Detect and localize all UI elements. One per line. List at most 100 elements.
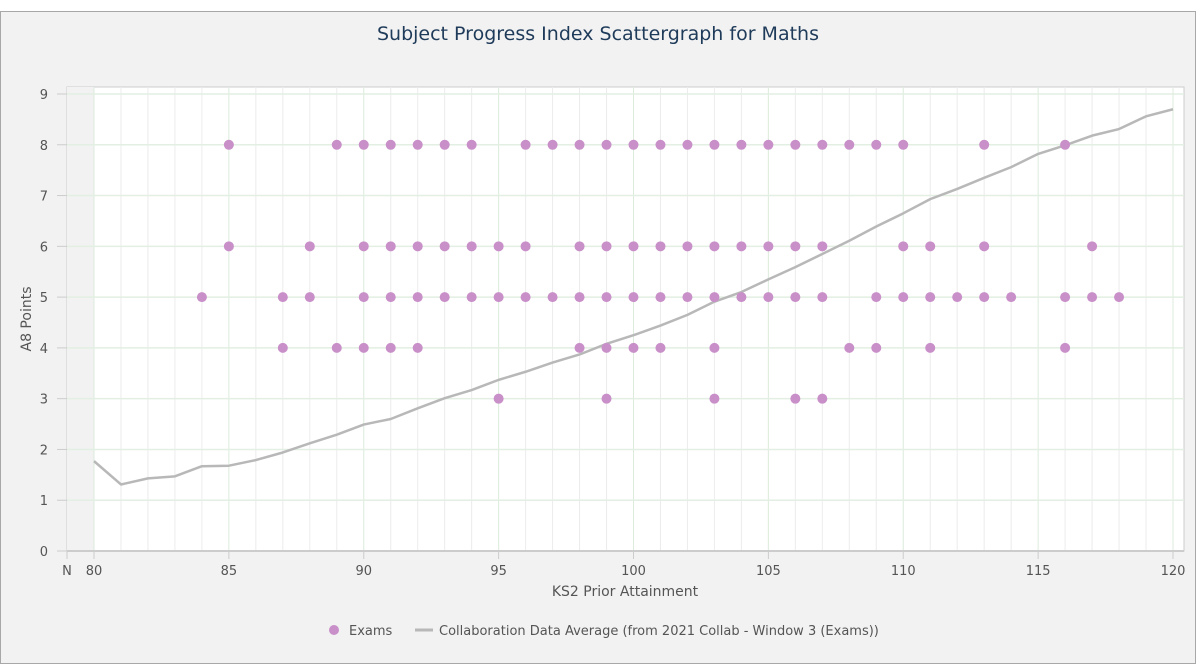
exams-scatter-series[interactable] [196,139,1125,404]
data-point[interactable] [223,241,234,252]
data-point[interactable] [709,292,720,303]
data-point[interactable] [1060,292,1071,303]
data-point[interactable] [466,241,477,252]
legend-item-average[interactable]: Collaboration Data Average (from 2021 Co… [415,624,879,639]
data-point[interactable] [358,292,369,303]
data-point[interactable] [763,292,774,303]
data-point[interactable] [358,241,369,252]
data-point[interactable] [817,292,828,303]
data-point[interactable] [385,292,396,303]
data-point[interactable] [871,139,882,150]
data-point[interactable] [682,292,693,303]
data-point[interactable] [1087,292,1098,303]
data-point[interactable] [1006,292,1017,303]
data-point[interactable] [520,292,531,303]
data-point[interactable] [1060,342,1071,353]
data-point[interactable] [817,241,828,252]
data-point[interactable] [412,292,423,303]
data-point[interactable] [385,139,396,150]
data-point[interactable] [925,241,936,252]
data-point[interactable] [844,139,855,150]
data-point[interactable] [736,292,747,303]
data-point[interactable] [304,241,315,252]
data-point[interactable] [736,241,747,252]
data-point[interactable] [790,292,801,303]
data-point[interactable] [763,139,774,150]
data-point[interactable] [628,342,639,353]
data-point[interactable] [493,393,504,404]
data-point[interactable] [655,342,666,353]
data-point[interactable] [601,292,612,303]
data-point[interactable] [574,342,585,353]
data-point[interactable] [736,139,747,150]
data-point[interactable] [709,139,720,150]
data-point[interactable] [439,241,450,252]
data-point[interactable] [925,342,936,353]
data-point[interactable] [439,292,450,303]
data-point[interactable] [655,241,666,252]
data-point[interactable] [304,292,315,303]
data-point[interactable] [628,139,639,150]
data-point[interactable] [682,241,693,252]
data-point[interactable] [574,292,585,303]
data-point[interactable] [1114,292,1125,303]
data-point[interactable] [979,241,990,252]
legend-item-exams[interactable]: Exams [329,624,393,639]
data-point[interactable] [574,241,585,252]
data-point[interactable] [385,342,396,353]
data-point[interactable] [628,292,639,303]
data-point[interactable] [709,241,720,252]
data-point[interactable] [790,139,801,150]
data-point[interactable] [412,342,423,353]
data-point[interactable] [601,342,612,353]
data-point[interactable] [682,139,693,150]
data-point[interactable] [898,139,909,150]
data-point[interactable] [763,241,774,252]
data-point[interactable] [979,139,990,150]
data-point[interactable] [520,241,531,252]
data-point[interactable] [412,241,423,252]
data-point[interactable] [871,342,882,353]
data-point[interactable] [493,292,504,303]
data-point[interactable] [817,139,828,150]
data-point[interactable] [979,292,990,303]
data-point[interactable] [547,139,558,150]
data-point[interactable] [898,292,909,303]
data-point[interactable] [358,139,369,150]
data-point[interactable] [196,292,207,303]
data-point[interactable] [601,393,612,404]
data-point[interactable] [601,241,612,252]
data-point[interactable] [1087,241,1098,252]
data-point[interactable] [547,292,558,303]
data-point[interactable] [628,241,639,252]
data-point[interactable] [331,342,342,353]
data-point[interactable] [790,393,801,404]
data-point[interactable] [655,139,666,150]
data-point[interactable] [709,342,720,353]
data-point[interactable] [1060,139,1071,150]
data-point[interactable] [412,139,423,150]
data-point[interactable] [520,139,531,150]
data-point[interactable] [898,241,909,252]
data-point[interactable] [790,241,801,252]
data-point[interactable] [817,393,828,404]
data-point[interactable] [277,292,288,303]
data-point[interactable] [601,139,612,150]
data-point[interactable] [439,139,450,150]
data-point[interactable] [655,292,666,303]
data-point[interactable] [385,241,396,252]
data-point[interactable] [925,292,936,303]
data-point[interactable] [844,342,855,353]
data-point[interactable] [466,139,477,150]
data-point[interactable] [709,393,720,404]
data-point[interactable] [331,139,342,150]
data-point[interactable] [277,342,288,353]
y-tick-label: 9 [40,88,48,103]
data-point[interactable] [223,139,234,150]
data-point[interactable] [952,292,963,303]
data-point[interactable] [358,342,369,353]
data-point[interactable] [574,139,585,150]
data-point[interactable] [871,292,882,303]
data-point[interactable] [466,292,477,303]
data-point[interactable] [493,241,504,252]
